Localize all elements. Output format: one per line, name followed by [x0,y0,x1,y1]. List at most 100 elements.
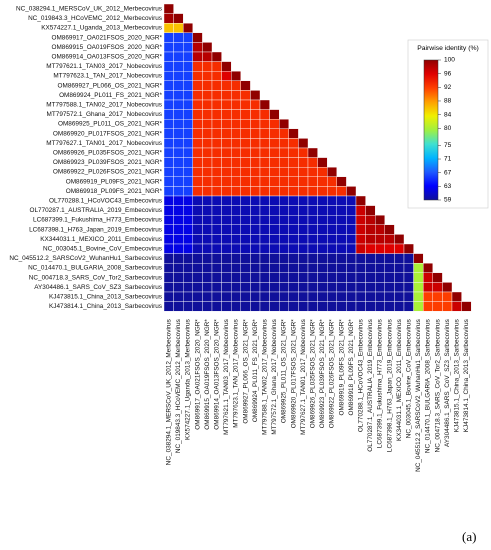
cell [259,147,270,158]
cell [230,109,241,120]
cell [221,243,232,254]
cell [230,90,241,101]
cell [384,243,395,254]
cell [202,301,213,312]
cell [173,186,184,197]
cell [182,166,193,177]
cell [317,243,328,254]
cell [259,118,270,129]
cell [307,214,318,225]
cell [259,109,270,120]
cell [327,176,338,187]
cell [163,70,174,81]
cell [384,253,395,264]
cell [327,195,338,206]
cell [173,138,184,149]
cell [250,301,261,312]
row-label: MT797623.1_TAN_2017_Nobecovirus [53,73,162,80]
cell [269,301,280,312]
column-label: MT797621.1_TAN03_2017_Nobecovirus [223,319,230,435]
cell [298,243,309,254]
cell [327,301,338,312]
cell [163,80,174,91]
cell [403,301,414,312]
cell [211,118,222,129]
cell [375,243,386,254]
cell [307,186,318,197]
cell [202,61,213,72]
cell [163,282,174,293]
cell [327,253,338,264]
cell [288,138,299,149]
cell [221,138,232,149]
cell [230,282,241,293]
cell [230,138,241,149]
cell [279,118,290,129]
row-label: OM869920_PL017FSOS_2021_NGR* [53,130,163,137]
cell [288,166,299,177]
cell [163,224,174,235]
row-label: OM869917_OA021FSOS_2020_NGR* [52,34,163,41]
cell [307,263,318,274]
cell [307,195,318,206]
cell [240,109,251,120]
row-label: NC_003045.1_Bovine_CoV_Embecovirus [43,245,162,252]
row-label: LC687398.1_H763_Japan_2019_Embecovirus [29,226,162,233]
column-label: MT797627.1_TAN01_2017_Nobecovirus [300,319,307,435]
cell [269,214,280,225]
cell [279,205,290,216]
cell [192,176,203,187]
cell [355,253,366,264]
cell [365,234,376,245]
cell [202,109,213,120]
cell [346,214,357,225]
cell [211,51,222,62]
cell [307,253,318,264]
cell [451,301,462,312]
cell [192,42,203,53]
row-label: OM869925_PL011_OS_2021_NGR* [58,121,162,128]
cell [279,272,290,283]
cell [211,224,222,235]
cell [346,205,357,216]
cell [442,291,453,302]
cell [192,51,203,62]
cell [202,291,213,302]
cell [327,263,338,274]
cell [279,282,290,293]
cell [192,109,203,120]
row-label: MT797621.1_TAN03_2017_Nobecovirus [46,63,162,70]
column-label: LC687398.1_H763_Japan_2019_Embecovirus [386,319,393,452]
cell [240,291,251,302]
cell [269,186,280,197]
cell [394,263,405,274]
cell [317,166,328,177]
cell [336,195,347,206]
cell [163,253,174,264]
cell [307,166,318,177]
cell [221,128,232,139]
cell [163,195,174,206]
cell [336,301,347,312]
cell [192,157,203,168]
cell [163,214,174,225]
cell [336,186,347,197]
column-label: OM869918_PL09FS_2021_NGR* [348,319,355,416]
cell [202,205,213,216]
cell [163,301,174,312]
cell [163,263,174,274]
cell [182,80,193,91]
cell [211,99,222,110]
row-label: OM869918_PL09FS_2021_NGR* [66,188,163,195]
cell [192,291,203,302]
column-label: OM869924_PL011_FS_2021_NGR* [252,319,259,422]
cell [279,128,290,139]
cell [192,32,203,43]
cell [230,205,241,216]
cell [259,128,270,139]
cell [221,176,232,187]
cell [394,253,405,264]
cell [173,51,184,62]
cell [182,195,193,206]
